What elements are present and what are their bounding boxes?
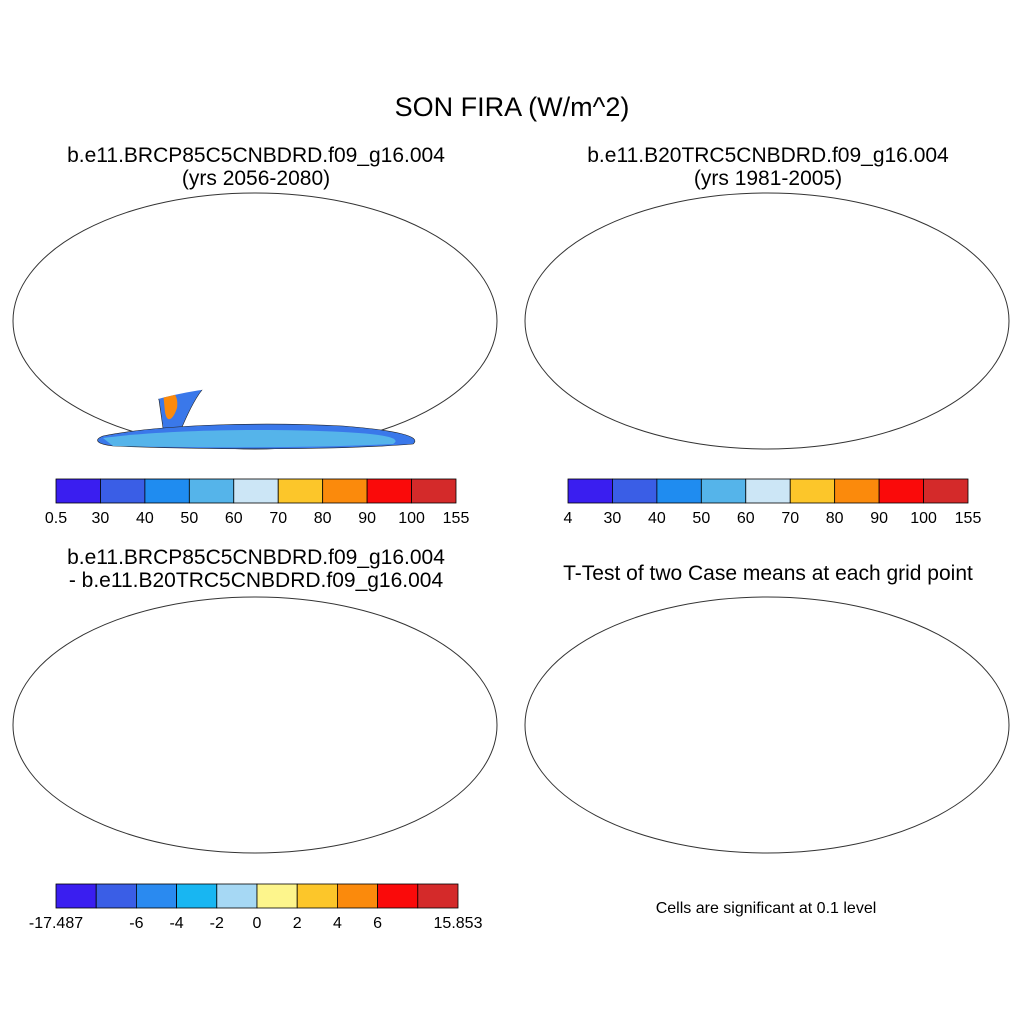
colorbar-tick-label: 40 <box>136 510 154 527</box>
colorbar-tick-label: 4 <box>333 915 342 932</box>
panel-title-line2: - b.e11.B20TRC5CNBDRD.f09_g16.004 <box>68 569 444 592</box>
colorbar-tick-label: 80 <box>826 510 844 527</box>
colorbar-swatch <box>233 478 279 504</box>
colorbar-swatch <box>296 883 338 909</box>
colorbar-tick-label: 30 <box>604 510 622 527</box>
colorbar-tick-label: -6 <box>129 915 143 932</box>
colorbar-tick-label: 155 <box>955 510 982 527</box>
colorbar-tick-label: 80 <box>314 510 332 527</box>
panel-title-case2: b.e11.B20TRC5CNBDRD.f09_g16.004 (yrs 198… <box>512 144 1024 190</box>
map-difference <box>12 596 498 854</box>
colorbar-tick-label: 6 <box>373 915 382 932</box>
colorbar-tick-label: 100 <box>398 510 425 527</box>
colorbar-swatch <box>567 478 613 504</box>
colorbar-tick-label: -2 <box>210 915 224 932</box>
colorbar-tick-label: 40 <box>648 510 666 527</box>
colorbar-tick-label: 0 <box>253 915 262 932</box>
colorbar-swatch <box>100 478 146 504</box>
colorbar-swatch <box>745 478 791 504</box>
colorbar-tick-label: -4 <box>169 915 183 932</box>
colorbar-swatch <box>377 883 419 909</box>
colorbar-swatch <box>789 478 836 504</box>
map-case1 <box>12 192 498 450</box>
colorbar-swatch <box>322 478 368 504</box>
colorbar-swatch <box>417 883 459 909</box>
panel-title-line1: b.e11.BRCP85C5CNBDRD.f09_g16.004 <box>67 546 445 569</box>
colorbar-tick-label: -17.487 <box>29 915 83 932</box>
panel-title-line1: b.e11.B20TRC5CNBDRD.f09_g16.004 <box>587 144 949 167</box>
colorbar-swatch <box>277 478 324 504</box>
map-case2 <box>524 192 1010 450</box>
colorbar-tick-label: 15.853 <box>434 915 483 932</box>
colorbar-swatch <box>700 478 747 504</box>
colorbar-swatch <box>216 883 258 909</box>
colorbar-tick-label: 50 <box>180 510 198 527</box>
colorbar-swatch <box>256 883 298 909</box>
colorbar-tick-label: 2 <box>293 915 302 932</box>
colorbar-swatch <box>878 478 924 504</box>
colorbar-tick-label: 70 <box>781 510 799 527</box>
panel-title-line2: (yrs 2056-2080) <box>181 167 331 190</box>
figure-title: SON FIRA (W/m^2) <box>394 92 630 122</box>
colorbar-tick-label: 90 <box>358 510 376 527</box>
panel-title-case1: b.e11.BRCP85C5CNBDRD.f09_g16.004 (yrs 20… <box>0 144 512 190</box>
colorbar-tick-label: 4 <box>564 510 573 527</box>
colorbar-swatch <box>144 478 190 504</box>
colorbar-tick-label: 60 <box>225 510 243 527</box>
map-ttest <box>524 596 1010 854</box>
colorbar-tick-label: 90 <box>870 510 888 527</box>
panel-title-ttest: T-Test of two Case means at each grid po… <box>512 562 1024 585</box>
colorbar-swatch <box>55 883 97 909</box>
panel-title-difference: b.e11.BRCP85C5CNBDRD.f09_g16.004 - b.e11… <box>0 546 512 592</box>
colorbar-tick-label: 50 <box>692 510 710 527</box>
panel-title-line2: (yrs 1981-2005) <box>693 167 843 190</box>
colorbar-swatch <box>188 478 235 504</box>
colorbar-swatch <box>336 883 378 909</box>
colorbar-swatch <box>135 883 177 909</box>
panel-title-line1: T-Test of two Case means at each grid po… <box>563 562 973 585</box>
colorbar-case2: 4 30 40 50 60 70 80 90 100 155 <box>564 478 982 527</box>
colorbar-swatch <box>411 478 457 504</box>
colorbar-swatch <box>923 478 969 504</box>
significance-note: Cells are significant at 0.1 level <box>655 900 877 917</box>
colorbar-swatch <box>656 478 702 504</box>
colorbar-swatch <box>366 478 412 504</box>
colorbar-swatch <box>612 478 658 504</box>
colorbar-tick-label: 30 <box>92 510 110 527</box>
panel-title-line1: b.e11.BRCP85C5CNBDRD.f09_g16.004 <box>67 144 445 167</box>
colorbar-tick-label: 100 <box>910 510 937 527</box>
colorbar-swatch <box>176 883 218 909</box>
colorbar-tick-label: 155 <box>443 510 470 527</box>
colorbar-swatch <box>55 478 101 504</box>
colorbar-case1: 0.5 30 40 50 60 70 80 90 100 155 <box>45 478 470 527</box>
colorbar-swatch <box>834 478 880 504</box>
colorbar-swatch <box>95 883 137 909</box>
colorbar-tick-label: 60 <box>737 510 755 527</box>
colorbar-tick-label: 0.5 <box>45 510 67 527</box>
colorbar-difference: -17.487 -6 -4 -2 0 2 4 6 15.853 <box>29 883 483 932</box>
colorbar-tick-label: 70 <box>269 510 287 527</box>
